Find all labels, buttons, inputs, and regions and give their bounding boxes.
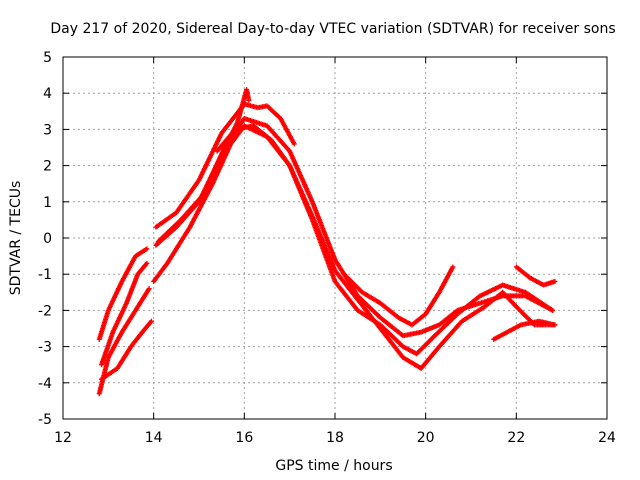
y-tick-label: 0 bbox=[43, 231, 52, 247]
y-tick-label: -4 bbox=[38, 376, 52, 392]
x-tick-label: 18 bbox=[326, 430, 344, 446]
x-tick-label: 16 bbox=[235, 430, 253, 446]
series-track bbox=[99, 260, 150, 368]
data-point bbox=[144, 260, 150, 266]
plot-frame bbox=[62, 56, 608, 420]
y-axis-label: SDTVAR / TECUs bbox=[8, 181, 24, 296]
y-tick-label: 1 bbox=[43, 195, 52, 211]
data-point bbox=[550, 307, 556, 313]
x-tick-label: 20 bbox=[417, 430, 435, 446]
data-point bbox=[144, 246, 150, 252]
y-tick-label: -3 bbox=[38, 340, 52, 356]
series-track bbox=[513, 264, 558, 288]
data-point bbox=[148, 318, 154, 324]
series-track bbox=[341, 264, 456, 328]
data-point bbox=[291, 141, 297, 147]
x-tick-label: 14 bbox=[145, 430, 163, 446]
y-tick-label: -1 bbox=[38, 267, 52, 283]
y-tick-label: -2 bbox=[38, 303, 52, 319]
data-point bbox=[246, 97, 252, 103]
series-track bbox=[214, 123, 558, 371]
chart-title: Day 217 of 2020, Sidereal Day-to-day VTE… bbox=[50, 21, 615, 37]
y-tick-label: 4 bbox=[43, 86, 52, 102]
y-tick-label: -5 bbox=[38, 412, 52, 428]
grid-lines bbox=[63, 57, 607, 419]
x-tick-label: 12 bbox=[54, 430, 72, 446]
series-track bbox=[153, 101, 297, 230]
data-point bbox=[450, 264, 456, 270]
series-track bbox=[491, 318, 558, 342]
series-track bbox=[99, 318, 154, 382]
series-track bbox=[96, 246, 150, 342]
x-tick-label: 22 bbox=[507, 430, 525, 446]
y-tick-label: 3 bbox=[43, 122, 52, 138]
data-series bbox=[96, 87, 558, 397]
y-tick-label: 2 bbox=[43, 159, 52, 175]
y-tick-label: 5 bbox=[43, 50, 52, 66]
data-point bbox=[146, 286, 152, 292]
y-axis-ticks: -5 -4 -3 -2 -1 0 1 2 3 4 5 bbox=[38, 50, 607, 428]
data-point bbox=[552, 322, 558, 328]
x-axis-label: GPS time / hours bbox=[275, 458, 392, 474]
data-point bbox=[552, 278, 558, 284]
x-tick-label: 24 bbox=[598, 430, 616, 446]
